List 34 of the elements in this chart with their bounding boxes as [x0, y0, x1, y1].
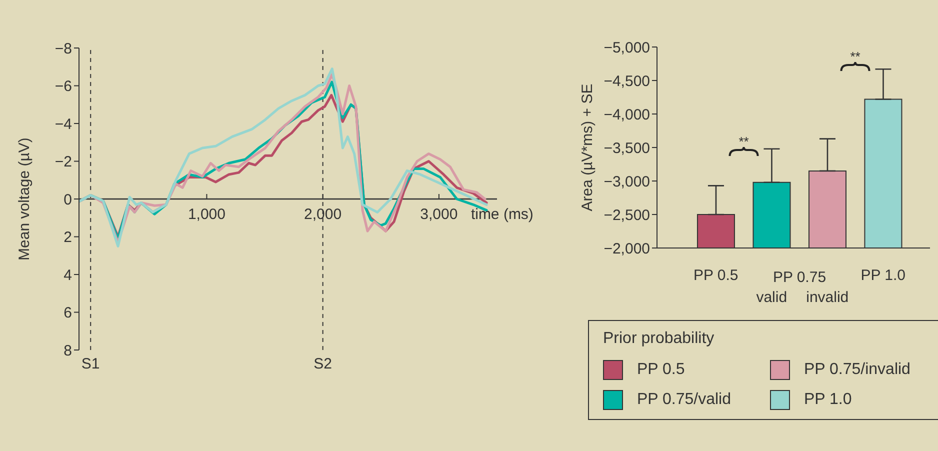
y-tick-label: −6 — [54, 78, 72, 96]
y-tick-label: −3,500 — [604, 140, 650, 157]
ref-line-label: S2 — [314, 356, 332, 373]
legend-label: PP 1.0 — [804, 391, 852, 409]
y-tick-label: −3,000 — [604, 173, 650, 190]
y-tick-label: −4,000 — [604, 106, 650, 124]
x-tick-label: 1,000 — [188, 206, 226, 223]
x-tick-label: 2,000 — [304, 206, 342, 223]
y-tick-label: −4 — [54, 116, 72, 133]
y-tick-label: 2 — [64, 229, 72, 246]
legend-title: Prior probability — [603, 330, 714, 348]
ref-line-label: S1 — [81, 356, 100, 373]
y-tick-label: 0 — [64, 191, 72, 208]
y-tick-label: −5,000 — [604, 39, 650, 56]
y-axis-title: Area (µV*ms) + SE — [578, 84, 596, 212]
y-tick-label: 4 — [64, 266, 72, 284]
x-tick-label: invalid — [806, 289, 849, 306]
y-tick-label: −2,000 — [604, 240, 650, 258]
legend-label: PP 0.5 — [637, 361, 685, 379]
annotation: ** — [850, 49, 860, 64]
x-axis-title: time (ms) — [470, 206, 534, 223]
legend-label: PP 0.75/valid — [637, 391, 731, 409]
y-tick-label: −2,500 — [604, 206, 650, 224]
y-tick-label: −2 — [54, 154, 72, 171]
y-tick-label: 6 — [64, 304, 72, 322]
legend-label: PP 0.75/invalid — [804, 361, 910, 379]
y-tick-label: 8 — [64, 342, 72, 360]
text: PP 0.75 — [772, 269, 826, 286]
y-axis-title: Mean voltage (µV) — [16, 138, 33, 260]
x-tick-label: valid — [756, 289, 788, 306]
x-tick-label: 3,000 — [420, 206, 458, 223]
y-tick-label: −4,500 — [604, 72, 650, 90]
y-tick-label: −8 — [54, 40, 72, 58]
annotation: ** — [738, 134, 749, 149]
